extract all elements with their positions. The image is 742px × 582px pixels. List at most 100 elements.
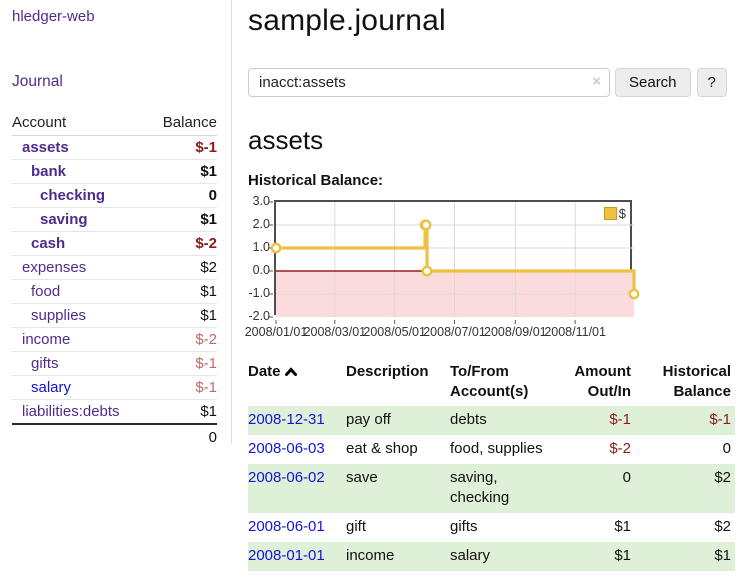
x-axis-tick-label: 2008/09/01 bbox=[484, 325, 547, 339]
search-form: × Search ? bbox=[248, 68, 735, 97]
account-link-bank[interactable]: bank bbox=[31, 163, 67, 180]
amount-cell: $-2 bbox=[609, 440, 631, 457]
y-axis-tick-label: 2.0 bbox=[252, 217, 270, 231]
account-column-header: Account bbox=[12, 111, 149, 136]
chart-legend: $ bbox=[603, 206, 626, 221]
account-link-supplies[interactable]: supplies bbox=[31, 307, 87, 324]
help-button[interactable]: ? bbox=[696, 68, 727, 97]
description-cell: income bbox=[346, 547, 395, 564]
table-row: liabilities:debts $1 bbox=[12, 399, 217, 425]
clear-search-icon[interactable]: × bbox=[592, 73, 601, 90]
date-link[interactable]: 2008-01-01 bbox=[248, 547, 325, 564]
account-link-income[interactable]: income bbox=[22, 331, 71, 348]
x-axis-tick-label: 2008/01/01 bbox=[244, 325, 308, 339]
table-row: checking 0 bbox=[12, 183, 217, 208]
x-axis-tick-label: 2008/07/01 bbox=[423, 325, 486, 339]
accounts-cell: gifts bbox=[450, 518, 478, 535]
legend-swatch-icon bbox=[603, 207, 617, 220]
table-row: 2008-06-03 eat & shop food, supplies $-2… bbox=[248, 435, 735, 464]
table-row: gifts $-1 bbox=[12, 351, 217, 376]
sort-asc-icon bbox=[284, 362, 297, 382]
x-axis-tick-label: 2008/11/01 bbox=[544, 325, 606, 339]
sidebar: hledger-web Journal Account Balance asse… bbox=[0, 0, 232, 449]
balance-cell: 0 bbox=[722, 440, 731, 457]
table-row: expenses $2 bbox=[12, 255, 217, 280]
account-balance: 0 bbox=[148, 183, 217, 208]
search-input[interactable] bbox=[248, 68, 610, 97]
search-button[interactable]: Search bbox=[615, 68, 691, 97]
total-row: 0 bbox=[12, 423, 217, 449]
register-table: Date Description To/From Account(s) Amoun… bbox=[248, 360, 735, 571]
accounts-cell: saving, checking bbox=[450, 469, 510, 506]
x-axis-tick-label: 2008/05/01 bbox=[363, 325, 426, 339]
table-row: 2008-12-31 pay off debts $-1 $-1 bbox=[248, 406, 735, 435]
balance-cell: $2 bbox=[714, 518, 731, 535]
chart-plot bbox=[269, 200, 640, 324]
table-row: 2008-06-01 gift gifts $1 $2 bbox=[248, 513, 735, 542]
balance-cell: $-1 bbox=[709, 411, 731, 428]
account-balance: $-2 bbox=[148, 231, 217, 256]
balance-cell: $2 bbox=[714, 469, 731, 486]
account-balance-table: Account Balance assets $-1 bank $1 checkin… bbox=[12, 111, 217, 449]
y-axis-tick-label: 3.0 bbox=[252, 194, 270, 208]
table-row: assets $-1 bbox=[12, 135, 217, 160]
account-balance: $1 bbox=[148, 399, 217, 425]
date-link[interactable]: 2008-06-03 bbox=[248, 440, 325, 457]
account-balance: $1 bbox=[148, 303, 217, 328]
date-column-header[interactable]: Date bbox=[248, 360, 346, 406]
table-row: bank $1 bbox=[12, 159, 217, 184]
balance-column-header: Historical Balance bbox=[662, 363, 731, 400]
table-row: salary $-1 bbox=[12, 375, 217, 400]
table-row: saving $1 bbox=[12, 207, 217, 232]
table-row: 2008-01-01 income salary $1 $1 bbox=[248, 542, 735, 571]
accounts-cell: food, supplies bbox=[450, 440, 543, 457]
account-link-liabilities-debts[interactable]: liabilities:debts bbox=[22, 403, 120, 420]
account-link-food[interactable]: food bbox=[31, 283, 61, 300]
chart-title: Historical Balance: bbox=[248, 172, 384, 189]
accounts-cell: salary bbox=[450, 547, 491, 564]
y-axis-tick-label: -1.0 bbox=[248, 286, 270, 300]
date-link[interactable]: 2008-06-02 bbox=[248, 469, 325, 486]
table-row: cash $-2 bbox=[12, 231, 217, 256]
description-cell: save bbox=[346, 469, 378, 486]
account-balance: $1 bbox=[148, 159, 217, 184]
table-row: 2008-06-02 save saving, checking 0 $2 bbox=[248, 464, 735, 513]
amount-cell: $1 bbox=[614, 547, 631, 564]
main-content: sample.journal × Search ? assets Histori… bbox=[232, 0, 742, 571]
account-heading: assets bbox=[248, 125, 324, 155]
account-balance: $2 bbox=[148, 255, 217, 280]
amount-cell: $-1 bbox=[609, 411, 631, 428]
account-link-checking[interactable]: checking bbox=[40, 187, 106, 204]
legend-label: $ bbox=[618, 206, 626, 221]
date-link[interactable]: 2008-12-31 bbox=[248, 411, 325, 428]
amount-column-header: Amount Out/In bbox=[574, 363, 631, 400]
y-axis-tick-label: 0.0 bbox=[252, 263, 270, 277]
date-link[interactable]: 2008-06-01 bbox=[248, 518, 325, 535]
account-link-saving[interactable]: saving bbox=[40, 211, 88, 228]
sidebar-item-journal[interactable]: Journal bbox=[12, 73, 63, 90]
y-axis-tick-label: 1.0 bbox=[252, 240, 270, 254]
date-header-label: Date bbox=[248, 363, 281, 380]
account-link-salary[interactable]: salary bbox=[31, 379, 72, 396]
total-balance: 0 bbox=[12, 423, 217, 449]
account-balance: $1 bbox=[148, 207, 217, 232]
accounts-cell: debts bbox=[450, 411, 487, 428]
account-link-gifts[interactable]: gifts bbox=[31, 355, 59, 372]
account-link-expenses[interactable]: expenses bbox=[22, 259, 87, 276]
account-balance: $1 bbox=[148, 279, 217, 304]
table-row: food $1 bbox=[12, 279, 217, 304]
balance-cell: $1 bbox=[714, 547, 731, 564]
description-cell: eat & shop bbox=[346, 440, 418, 457]
amount-cell: 0 bbox=[622, 469, 631, 486]
brand-link[interactable]: hledger-web bbox=[12, 8, 95, 25]
account-link-assets[interactable]: assets bbox=[22, 139, 69, 156]
description-cell: gift bbox=[346, 518, 367, 535]
account-link-cash[interactable]: cash bbox=[31, 235, 66, 252]
table-row: supplies $1 bbox=[12, 303, 217, 328]
account-balance: $-1 bbox=[148, 351, 217, 376]
description-cell: pay off bbox=[346, 411, 391, 428]
accounts-column-header: To/From Account(s) bbox=[450, 363, 529, 400]
historical-balance-chart: $ 3.0 2.0 1.0 0.0 -1.0 -2.0 2008/01/01 2008/03/… bbox=[244, 194, 735, 339]
brand: hledger-web bbox=[12, 8, 217, 25]
